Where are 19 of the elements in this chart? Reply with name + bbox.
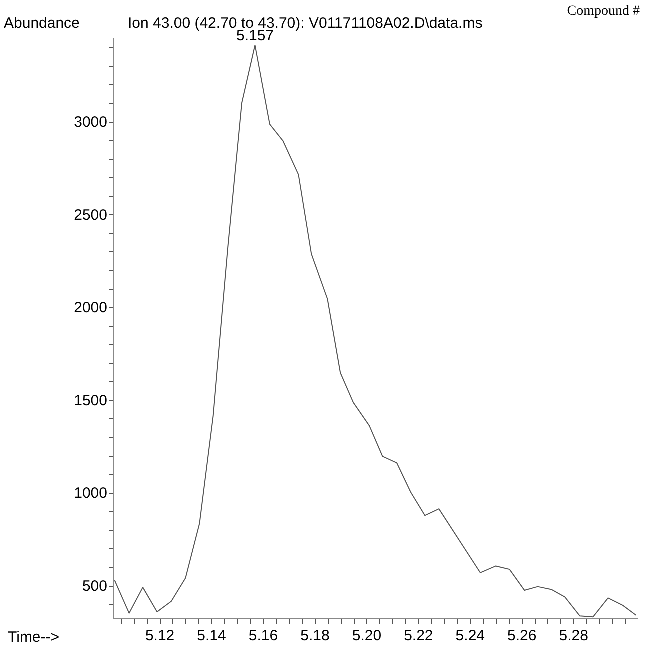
x-tick-label: 5.18 <box>300 628 330 644</box>
x-tick-label: 5.12 <box>145 628 175 644</box>
annotation: 5.157 <box>236 27 274 44</box>
x-tick-label: 5.16 <box>248 628 278 644</box>
x-tick-label: 5.24 <box>456 628 485 644</box>
x-tick-label: 5.26 <box>508 628 537 644</box>
y-tick-label: 1500 <box>74 392 108 410</box>
y-tick-label: 3000 <box>74 114 108 132</box>
text: Compound # <box>567 4 640 19</box>
x-tick-label: 5.20 <box>352 628 382 644</box>
y-tick-label: 1000 <box>74 485 108 502</box>
x-tick-label: 5.28 <box>559 628 588 644</box>
y-tick-label: 500 <box>82 578 108 596</box>
x-axis-title: Time--> <box>8 629 60 646</box>
y-tick-label: 2500 <box>74 206 108 224</box>
y-tick-label: 2000 <box>74 300 108 317</box>
x-tick-label: 5.14 <box>197 628 226 644</box>
x-tick-label: 5.22 <box>404 628 434 644</box>
y-axis-title: Abundance <box>4 15 80 32</box>
